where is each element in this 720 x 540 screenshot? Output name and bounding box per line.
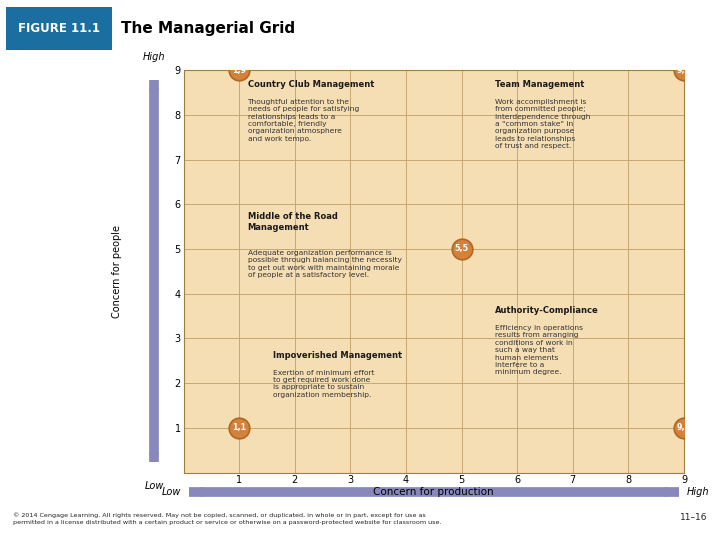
Text: 1,9: 1,9 — [232, 66, 246, 75]
Text: 9,9: 9,9 — [677, 66, 691, 75]
Text: Team Management: Team Management — [495, 80, 585, 89]
Point — [233, 66, 245, 75]
Text: FIGURE 11.1: FIGURE 11.1 — [18, 22, 100, 35]
Text: Adequate organization performance is
possible through balancing the necessity
to: Adequate organization performance is pos… — [248, 250, 402, 278]
Text: Exertion of minimum effort
to get required work done
is appropriate to sustain
o: Exertion of minimum effort to get requir… — [273, 370, 374, 398]
Point — [233, 423, 245, 432]
Text: Country Club Management: Country Club Management — [248, 80, 374, 89]
Text: The Managerial Grid: The Managerial Grid — [121, 21, 295, 36]
Text: 11–16: 11–16 — [680, 512, 707, 522]
Point — [678, 423, 690, 432]
Text: Middle of the Road
Management: Middle of the Road Management — [248, 212, 338, 232]
Text: 1,1: 1,1 — [232, 423, 246, 433]
Text: 5,5: 5,5 — [454, 245, 469, 253]
Text: Thoughtful attention to the
needs of people for satisfying
relationships leads t: Thoughtful attention to the needs of peo… — [248, 99, 359, 142]
Text: High: High — [143, 52, 166, 62]
Text: Authority-Compliance: Authority-Compliance — [495, 306, 599, 315]
Text: 9,1: 9,1 — [677, 423, 691, 433]
Text: Low: Low — [144, 481, 163, 490]
Text: High: High — [686, 487, 709, 497]
Text: Concern for production: Concern for production — [374, 487, 494, 497]
FancyBboxPatch shape — [6, 7, 112, 50]
Point — [678, 66, 690, 75]
Text: Work accomplishment is
from committed people;
interdependence through
a "common : Work accomplishment is from committed pe… — [495, 99, 590, 149]
Text: Efficiency in operations
results from arranging
conditions of work in
such a way: Efficiency in operations results from ar… — [495, 325, 583, 375]
Text: © 2014 Cengage Learning. All rights reserved. May not be copied, scanned, or dup: © 2014 Cengage Learning. All rights rese… — [13, 512, 441, 525]
Text: Low: Low — [162, 487, 181, 497]
Text: Impoverished Management: Impoverished Management — [273, 351, 402, 360]
Text: Concern for people: Concern for people — [112, 225, 122, 318]
Point — [456, 245, 467, 253]
